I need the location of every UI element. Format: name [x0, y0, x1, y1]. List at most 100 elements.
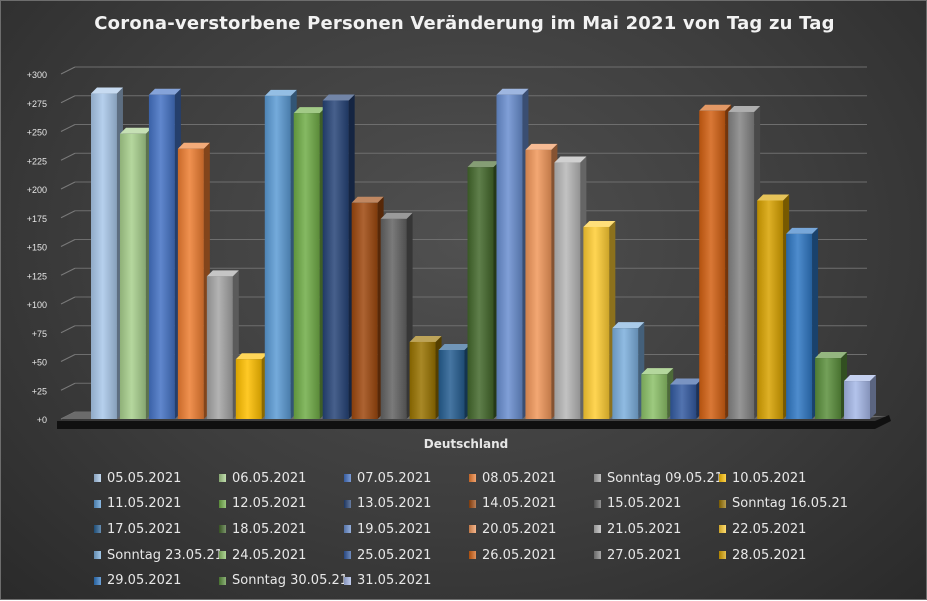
y-tick-label: +275: [27, 99, 47, 109]
y-tick-label: +50: [32, 358, 47, 368]
bar-top: [467, 161, 500, 168]
legend-item: Sonntag 09.05.21: [594, 470, 723, 486]
legend-label: 19.05.2021: [357, 521, 432, 537]
legend-item: 11.05.2021: [94, 496, 181, 512]
bar: [438, 350, 465, 419]
legend-swatch: [344, 551, 351, 560]
bar-top: [264, 89, 297, 96]
bar: [757, 200, 784, 419]
legend-swatch: [719, 499, 726, 508]
legend-swatch: [594, 525, 601, 534]
y-tick-label: +100: [27, 300, 47, 310]
gridline-side: [60, 181, 76, 190]
legend-label: 31.05.2021: [357, 573, 432, 589]
legend-item: 20.05.2021: [469, 521, 556, 537]
legend-label: Sonntag 09.05.21: [607, 470, 724, 486]
bar: [177, 148, 204, 419]
legend-label: 27.05.2021: [607, 547, 682, 563]
bar-top: [844, 375, 876, 382]
legend-item: 26.05.2021: [469, 547, 556, 563]
bar-top: [728, 105, 761, 112]
legend-label: 28.05.2021: [732, 547, 807, 563]
gridline-side: [60, 124, 76, 132]
bar-top: [206, 270, 239, 277]
bar-top: [380, 212, 413, 219]
bar: [612, 328, 639, 419]
gridline-side: [60, 354, 76, 362]
legend-item: Sonntag 16.05.21: [719, 496, 848, 512]
bar: [496, 94, 523, 419]
legend-label: 25.05.2021: [357, 547, 432, 563]
legend-label: 22.05.2021: [732, 521, 807, 537]
legend-swatch: [94, 499, 101, 508]
legend-swatch: [219, 551, 226, 560]
legend-swatch: [94, 551, 101, 560]
legend-label: Sonntag 23.05.21: [107, 547, 224, 563]
legend-item: Sonntag 30.05.21: [219, 573, 348, 589]
legend-label: 05.05.2021: [107, 470, 182, 486]
legend-label: 20.05.2021: [482, 521, 557, 537]
bar-top: [612, 322, 645, 329]
bar-top: [351, 196, 384, 203]
bar: [264, 95, 291, 419]
bar: [786, 233, 813, 419]
gridline-side: [60, 267, 76, 276]
y-tick-label: +300: [27, 70, 47, 80]
legend-item: 31.05.2021: [344, 573, 431, 589]
y-tick-label: +250: [27, 128, 47, 138]
legend-label: Sonntag 16.05.21: [732, 496, 849, 512]
legend-item: 21.05.2021: [594, 521, 681, 537]
legend-swatch: [594, 474, 601, 482]
legend-item: 13.05.2021: [344, 496, 431, 512]
legend-item: Sonntag 23.05.21: [94, 547, 223, 563]
legend-swatch: [469, 525, 476, 534]
bar-top: [148, 88, 181, 95]
bar-top: [235, 353, 268, 360]
bar: [322, 100, 349, 419]
legend-swatch: [219, 474, 226, 482]
gridline-side: [60, 239, 76, 247]
bar-top: [525, 143, 558, 150]
y-tick-label: +175: [27, 214, 47, 224]
legend-swatch: [344, 576, 351, 585]
bar: [554, 162, 581, 420]
legend-label: 06.05.2021: [232, 470, 307, 486]
legend-item: 06.05.2021: [219, 470, 306, 486]
bar-top: [293, 107, 326, 114]
legend-item: 10.05.2021: [719, 470, 806, 486]
legend-item: 12.05.2021: [219, 496, 306, 512]
legend-swatch: [219, 499, 226, 508]
legend-label: 14.05.2021: [482, 496, 557, 512]
bar-side: [870, 375, 876, 419]
legend-item: 15.05.2021: [594, 496, 681, 512]
legend-swatch: [469, 474, 476, 482]
legend-item: 28.05.2021: [719, 547, 806, 563]
bar: [148, 94, 175, 419]
legend-swatch: [469, 499, 476, 508]
legend-item: 19.05.2021: [344, 521, 431, 537]
bar: [728, 111, 755, 419]
y-tick-label: +75: [32, 329, 47, 339]
legend-label: 07.05.2021: [357, 470, 432, 486]
legend-swatch: [344, 474, 351, 482]
bar: [467, 167, 494, 419]
legend-item: 24.05.2021: [219, 547, 306, 563]
legend-item: 07.05.2021: [344, 470, 431, 486]
y-tick-label: +0: [37, 415, 47, 425]
legend-item: 22.05.2021: [719, 521, 806, 537]
bar-top: [786, 227, 819, 234]
bar-top: [554, 156, 587, 163]
y-tick-label: +25: [32, 386, 47, 396]
gridline-side: [60, 382, 76, 391]
bar: [119, 133, 146, 420]
bar-top: [322, 94, 355, 101]
legend-label: 11.05.2021: [107, 496, 182, 512]
x-axis-label: Deutschland: [423, 437, 509, 451]
bar-top: [757, 194, 790, 201]
legend-item: 14.05.2021: [469, 496, 556, 512]
legend-item: 05.05.2021: [94, 470, 181, 486]
bar: [206, 276, 233, 419]
bar: [670, 384, 697, 419]
legend-item: 29.05.2021: [94, 573, 181, 589]
